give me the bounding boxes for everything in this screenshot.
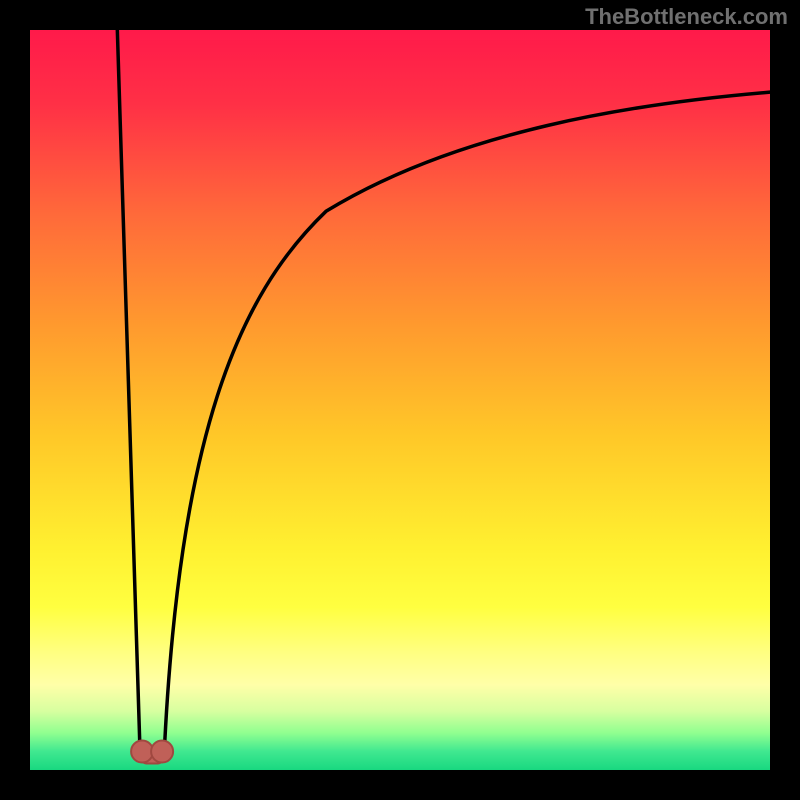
- chart-container: TheBottleneck.com: [0, 0, 800, 800]
- bottleneck-chart: [0, 0, 800, 800]
- gradient-background: [30, 30, 770, 770]
- watermark-text: TheBottleneck.com: [585, 4, 788, 30]
